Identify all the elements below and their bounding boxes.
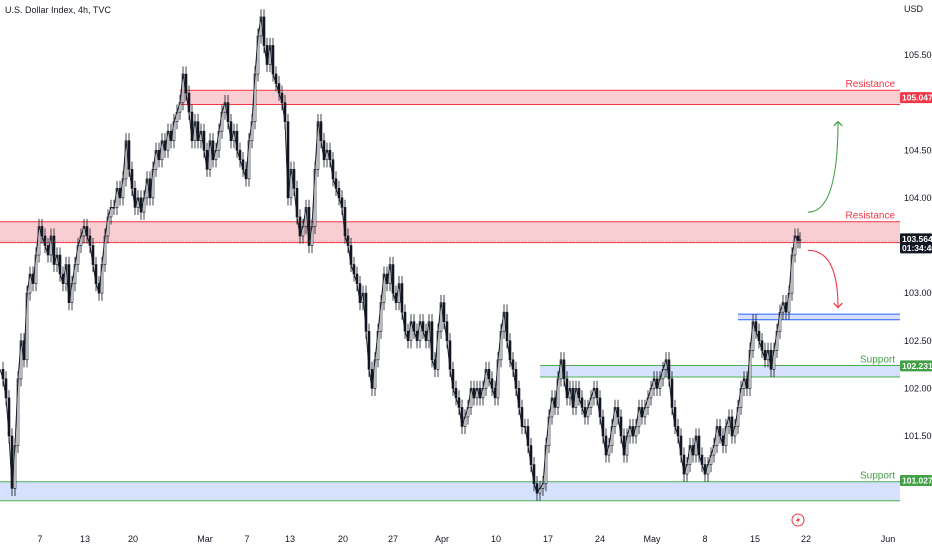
x-tick-label: Mar [197, 534, 213, 544]
level-badge-4 [900, 475, 932, 487]
x-tick-label: Jun [881, 534, 896, 544]
x-tick-label: Apr [435, 534, 449, 544]
lightning-icon[interactable] [791, 513, 805, 527]
x-tick-label: 8 [702, 534, 707, 544]
x-tick-label: 7 [37, 534, 42, 544]
x-tick-label: 24 [595, 534, 605, 544]
zone-support-3 [540, 365, 900, 377]
zone-label-4: Support [860, 471, 895, 482]
arrows-layer [807, 122, 838, 308]
last-price-badge-text: 103.564 [902, 234, 932, 244]
chart-title: U.S. Dollar Index, 4h, TVC [5, 5, 111, 15]
last-price-badge-countdown: 01:34:46 [902, 243, 932, 253]
level-badge-0-text: 105.047 [902, 93, 932, 103]
zone-resistance-1 [0, 221, 900, 243]
x-tick-label: May [643, 534, 661, 544]
level-badge-0 [900, 92, 932, 104]
x-tick-label: 15 [750, 534, 760, 544]
zone-support-4 [0, 481, 900, 501]
y-tick-label: 105.500 [904, 50, 932, 60]
level-badge-3 [900, 360, 932, 372]
zone-label-1: Resistance [846, 211, 896, 222]
zone-label-0: Resistance [846, 79, 896, 90]
x-tick-label: 13 [285, 534, 295, 544]
price-line [0, 16, 801, 495]
zone-support-2 [738, 314, 900, 320]
arrow-down [807, 249, 838, 307]
y-tick-label: 104.000 [904, 193, 932, 203]
y-tick-label: 101.500 [904, 431, 932, 441]
currency-label: USD [904, 4, 924, 14]
x-tick-label: 22 [801, 534, 811, 544]
x-tick-label: 13 [80, 534, 90, 544]
zone-resistance-0 [180, 90, 900, 105]
level-badge-4-text: 101.027 [902, 476, 932, 486]
x-axis[interactable]: 7 13 20 Mar 7 13 20 27 Apr 10 17 24 May 8 15 22 Jun [37, 534, 895, 544]
last-price-badge [900, 233, 932, 254]
zone-label-3: Support [860, 355, 895, 366]
y-axis[interactable]: 105.500 104.500 104.000 103.000 102.500 102.0… [904, 50, 932, 441]
x-tick-label: 20 [338, 534, 348, 544]
arrow-up [807, 122, 838, 213]
y-tick-label: 103.000 [904, 288, 932, 298]
x-tick-label: 20 [128, 534, 138, 544]
x-tick-label: 27 [388, 534, 398, 544]
x-tick-label: 7 [244, 534, 249, 544]
y-tick-label: 104.500 [904, 145, 932, 155]
zones-layer: Resistance Resistance Support Support [0, 79, 900, 502]
level-badge-3-text: 102.231 [902, 361, 932, 371]
price-layer [0, 9, 802, 501]
x-tick-label: 17 [543, 534, 553, 544]
x-tick-label: 10 [491, 534, 501, 544]
price-badges: 105.047103.533102.231101.027103.56401:34… [900, 92, 932, 487]
y-tick-label: 102.500 [904, 336, 932, 346]
y-tick-label: 102.000 [904, 383, 932, 393]
